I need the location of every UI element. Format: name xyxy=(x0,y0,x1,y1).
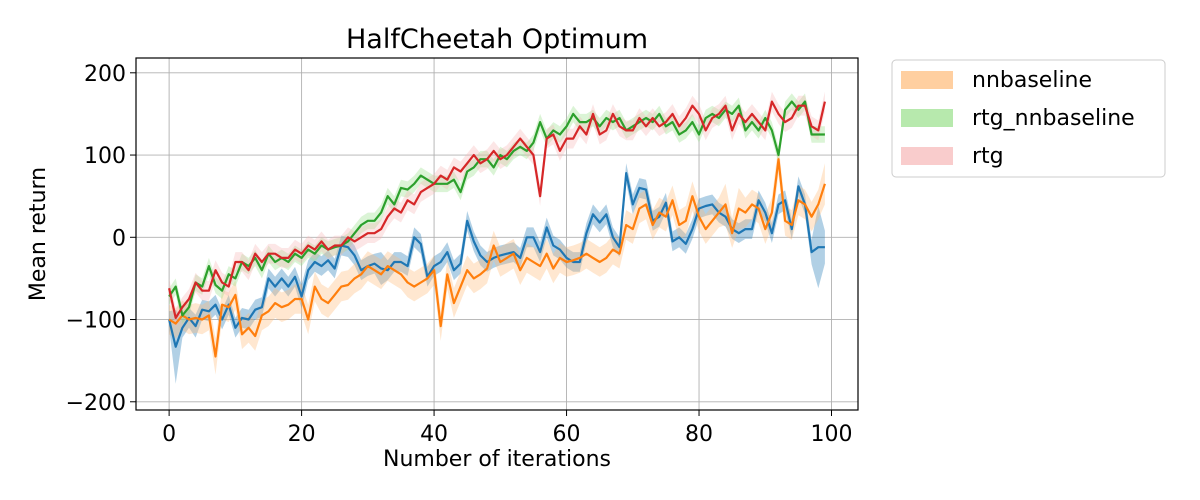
series-line-3 xyxy=(168,100,826,319)
x-tick-label: 0 xyxy=(162,422,176,447)
x-axis-label: Number of iterations xyxy=(383,447,611,472)
x-tick-label: 100 xyxy=(811,422,853,447)
x-tick-label: 40 xyxy=(420,422,448,447)
legend-box xyxy=(891,59,1166,178)
y-tick-label: 0 xyxy=(112,226,126,251)
series-lines xyxy=(168,100,826,358)
legend-label-nnbaseline: nnbaseline xyxy=(972,68,1092,93)
x-tick-label: 20 xyxy=(288,422,316,447)
y-tick-label: 100 xyxy=(84,144,126,169)
legend-swatch-rtg-nnbaseline xyxy=(901,109,953,127)
confidence-bands xyxy=(169,91,825,384)
grid-lines xyxy=(136,58,858,410)
y-axis-label: Mean return xyxy=(26,167,51,301)
legend-label-rtg-nnbaseline: rtg_nnbaseline xyxy=(972,106,1135,131)
legend-swatch-nnbaseline xyxy=(901,71,953,89)
chart-title: HalfCheetah Optimum xyxy=(346,24,648,55)
x-tick-label: 80 xyxy=(685,422,713,447)
y-tick-label: −100 xyxy=(66,309,126,334)
plot-frame xyxy=(135,57,859,411)
legend-swatch-rtg xyxy=(901,147,953,165)
confidence-band-series-3 xyxy=(169,91,825,328)
confidence-band-series-0 xyxy=(169,163,825,384)
legend: nnbaseline rtg_nnbaseline rtg xyxy=(891,59,1166,178)
y-tick-label: 200 xyxy=(84,62,126,87)
x-tick-label: 60 xyxy=(553,422,581,447)
y-tick-label: −200 xyxy=(66,391,126,416)
series-line-1 xyxy=(168,158,826,358)
axis-ticks: 0 20 40 60 80 100 −200 −100 0 100 200 xyxy=(66,62,853,447)
legend-label-rtg: rtg xyxy=(972,144,1004,169)
confidence-band-series-1 xyxy=(169,144,825,375)
